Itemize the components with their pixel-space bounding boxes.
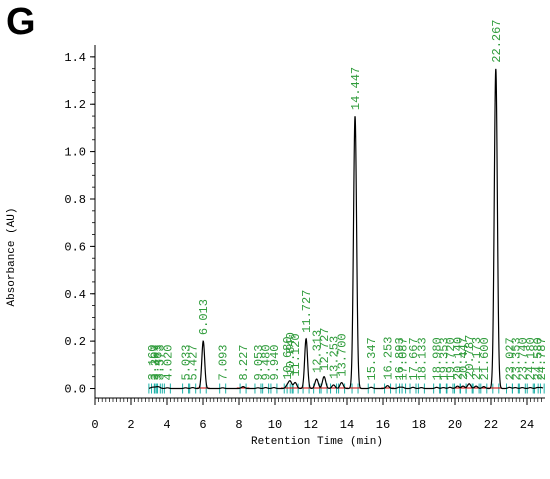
axis-ticks: 0.00.20.40.60.81.01.21.40 2 4 6 8 10 12 14 16 18 2… [64,51,542,432]
peak-retention-label: 9.053 [252,345,266,381]
peak-retention-label: 22.267 [490,19,504,62]
peak-retention-label: 16.253 [382,337,396,380]
x-tick-label: 8 [235,418,242,432]
x-axis-title: Retention Time (min) [251,436,383,448]
peak-retention-label: 19.720 [444,337,458,380]
peak-retention-label: 20.140 [451,337,465,380]
peak-retention-label: 3.573 [153,344,167,380]
peak-retention-label: 10.840 [284,332,298,375]
x-tick-label: 22 [484,418,498,432]
y-tick-label: 1.4 [64,51,86,65]
peak-retention-label: 23.353 [509,337,523,380]
peak-retention-label: 5.427 [187,344,201,380]
peak-retention-label: 17.667 [407,337,421,380]
peak-retention-label: 15.347 [365,337,379,380]
y-tick-label: 0.0 [64,383,86,397]
peak-retention-label: 20.447 [457,337,471,380]
peak-retention-label: 18.133 [415,337,429,380]
peak-retention-label: 3.463 [151,344,165,380]
peak-retention-label: 24.580 [531,337,545,380]
x-tick-label: 24 [520,418,534,432]
peak-retention-label: 24.180 [524,337,538,380]
x-tick-label: 6 [199,418,206,432]
peak-retention-label: 9.940 [268,344,282,380]
x-tick-label: 16 [376,418,390,432]
peak-retention-label: 13.700 [336,333,350,376]
peak-retention-label: 23.027 [504,337,518,380]
peak-retention-label: 21.173 [470,337,484,380]
y-tick-label: 0.4 [64,288,86,302]
panel-label: G [6,1,36,43]
peak-retention-label: 4.020 [161,345,175,381]
peak-retention-label: 20.787 [463,335,477,378]
x-tick-label: 18 [412,418,426,432]
peak-retention-label: 8.227 [237,344,251,380]
peak-retention-label: 21.600 [478,337,492,380]
y-axis-title: Absorbance (AU) [6,207,18,306]
peak-retention-label: 24.787 [535,337,549,380]
peak-retention-label: 3.307 [149,344,163,380]
peak-retention-label: 7.093 [217,345,231,381]
peak-retention-label: 14.447 [349,67,363,110]
y-tick-label: 0.2 [64,335,86,349]
peak-retention-label: 12.727 [318,327,332,370]
y-tick-label: 0.8 [64,193,86,207]
x-tick-label: 12 [304,418,318,432]
x-tick-label: 20 [448,418,462,432]
peak-retention-label: 18.980 [431,337,445,380]
x-tick-label: 0 [91,418,98,432]
y-tick-label: 1.2 [64,98,86,112]
peak-retention-label: 13.253 [328,336,342,379]
x-tick-label: 14 [340,418,354,432]
x-tick-label: 4 [163,418,170,432]
peak-retention-label: 11.727 [300,290,314,333]
peak-retention-label: 23.740 [516,337,530,380]
y-tick-label: 1.0 [64,146,86,160]
peak-retention-label: 3.160 [146,345,160,381]
x-tick-label: 2 [127,418,134,432]
y-tick-label: 0.6 [64,240,86,254]
x-tick-label: 10 [268,418,282,432]
peak-retention-label: 9.480 [260,344,274,380]
peak-retention-label: 17.087 [397,337,411,380]
peak-retention-label: 6.013 [197,299,211,335]
peak-retention-label: 16.893 [393,337,407,380]
peak-retention-label: 5.033 [180,344,194,380]
peak-retention-label: 12.313 [311,330,325,373]
peak-retention-label: 19.353 [437,337,451,380]
peak-retention-label: 11.120 [289,333,303,376]
peak-retention-label: 10.680 [281,336,295,379]
chromatogram-trace [148,68,544,390]
